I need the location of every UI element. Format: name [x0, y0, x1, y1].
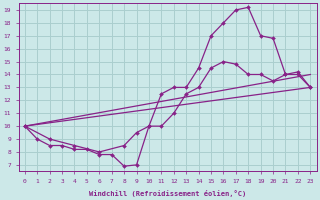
X-axis label: Windchill (Refroidissement éolien,°C): Windchill (Refroidissement éolien,°C) [89, 190, 246, 197]
